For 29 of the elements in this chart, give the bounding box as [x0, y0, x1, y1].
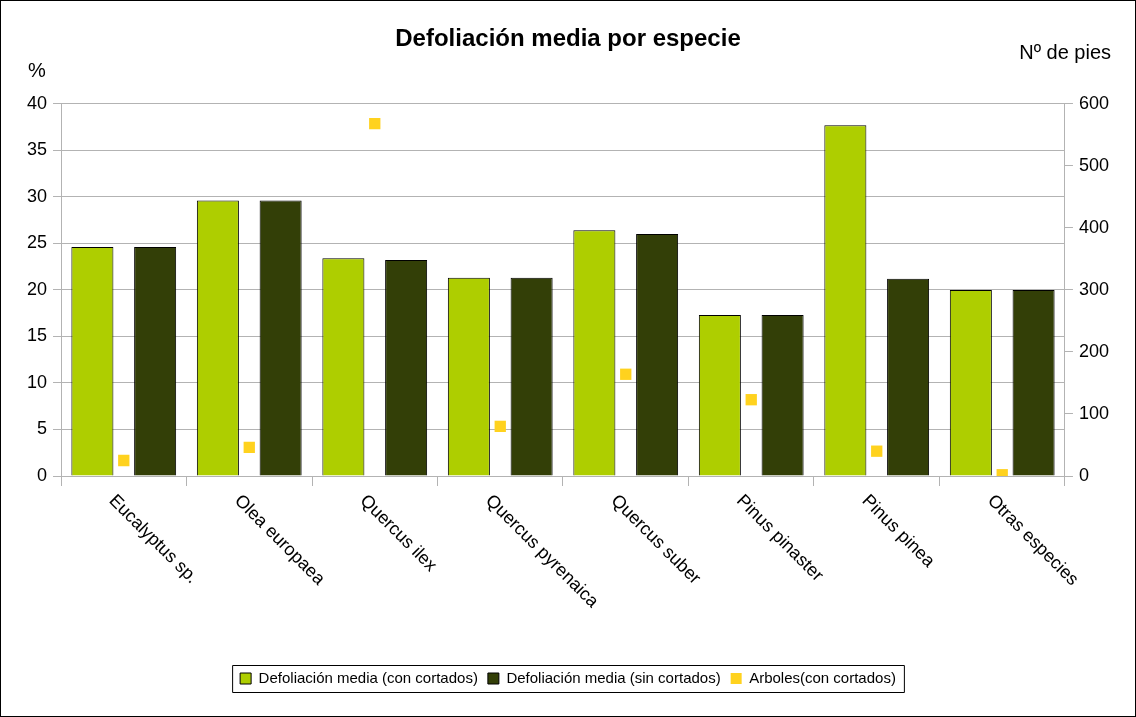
legend-label: Defoliación media (con cortados) — [258, 668, 478, 686]
y-tick-label: 35 — [26, 139, 48, 160]
legend-label: Arboles(con cortados) — [749, 668, 896, 686]
y2-tick-label: 100 — [1078, 402, 1110, 423]
point — [745, 394, 757, 406]
y-tick-label: 15 — [26, 325, 48, 346]
y-tick-label: 30 — [26, 185, 48, 206]
y2-tick-label: 400 — [1078, 216, 1110, 237]
point — [118, 454, 130, 467]
y-tick-label: 25 — [26, 232, 48, 253]
chart-title: Defoliación media por especie — [395, 24, 741, 52]
legend-label: Defoliación media (sin cortados) — [506, 668, 721, 686]
y2-tick-label: 300 — [1078, 278, 1110, 299]
point — [871, 445, 883, 457]
y2-tick-label: 500 — [1078, 154, 1110, 175]
point — [620, 368, 632, 380]
y2-tick-label: 600 — [1078, 92, 1110, 113]
y-tick-label: 20 — [26, 278, 48, 299]
y-tick-label: 0 — [37, 464, 48, 485]
y-tick-label: 10 — [26, 371, 48, 392]
point — [243, 441, 255, 454]
y2-tick-label: 0 — [1078, 464, 1089, 485]
point — [369, 117, 381, 130]
y2-axis-title: Nº de pies — [1019, 40, 1111, 63]
y-tick-label: 40 — [26, 92, 48, 113]
y-tick-label: 5 — [37, 418, 48, 439]
y2-tick-label: 200 — [1078, 340, 1110, 361]
point — [494, 420, 506, 433]
y-axis-title: % — [28, 58, 46, 81]
